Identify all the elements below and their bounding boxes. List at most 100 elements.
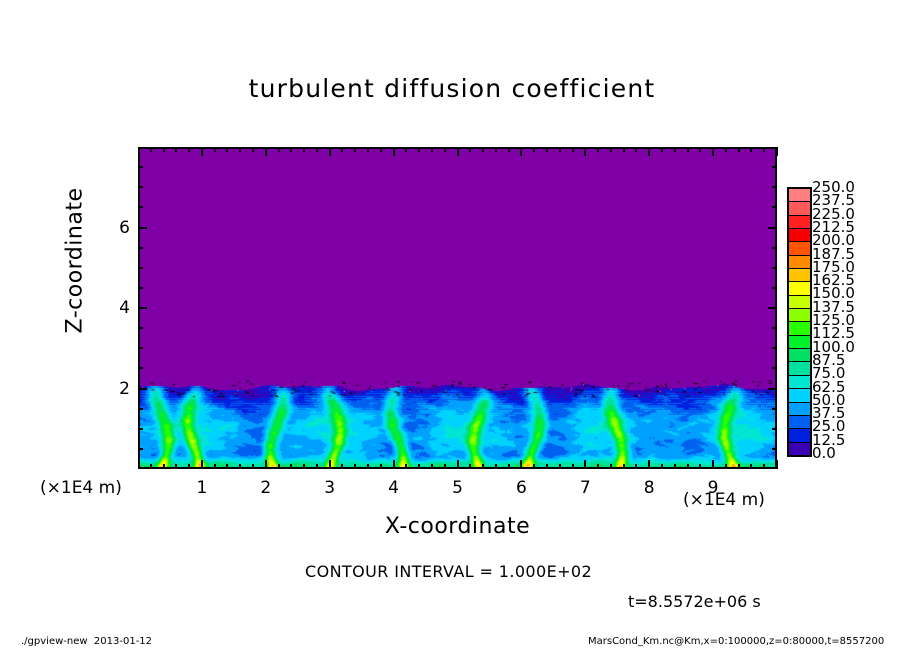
- x-axis-tick-top: [559, 147, 561, 152]
- x-axis-tick: [214, 464, 216, 469]
- colorbar-band: [789, 189, 810, 202]
- x-axis-tick-top: [457, 147, 459, 156]
- x-axis-tick: [201, 460, 203, 469]
- x-axis-tick-top: [520, 147, 522, 156]
- x-axis-tick-top: [354, 147, 356, 152]
- y-axis-tick-right: [772, 428, 777, 430]
- colorbar-band: [789, 443, 810, 455]
- x-axis-tick-top: [316, 147, 318, 152]
- x-axis-tick: [341, 464, 343, 469]
- x-axis-tick: [699, 464, 701, 469]
- x-axis-tick-label: 3: [310, 478, 350, 498]
- x-axis-tick: [290, 464, 292, 469]
- x-axis-tick: [508, 464, 510, 469]
- contour-interval-label: CONTOUR INTERVAL = 1.000E+02: [305, 562, 592, 581]
- y-axis-tick-right: [772, 367, 777, 369]
- x-axis-tick-top: [265, 147, 267, 156]
- x-axis-tick-label: 5: [438, 478, 478, 498]
- x-axis-tick-top: [290, 147, 292, 152]
- x-axis-tick-top: [201, 147, 203, 156]
- x-axis-tick: [303, 464, 305, 469]
- x-axis-tick-top: [418, 147, 420, 152]
- y-axis-tick-right: [768, 227, 777, 229]
- x-axis-tick: [635, 464, 637, 469]
- x-axis-tick: [520, 460, 522, 469]
- y-axis-tick-right: [772, 327, 777, 329]
- x-axis-tick-top: [623, 147, 625, 152]
- x-axis-tick-label: 6: [501, 478, 541, 498]
- x-axis-tick: [623, 464, 625, 469]
- y-axis-tick-right: [772, 247, 777, 249]
- x-axis-tick: [546, 464, 548, 469]
- x-axis-tick-top: [329, 147, 331, 156]
- y-axis-tick: [138, 186, 143, 188]
- x-axis-tick: [776, 460, 778, 469]
- colorbar-band: [789, 309, 810, 322]
- y-axis-title: Z-coordinate: [63, 161, 88, 361]
- x-axis-tick: [239, 464, 241, 469]
- y-axis-tick-label: 2: [90, 379, 130, 399]
- colorbar-band: [789, 349, 810, 362]
- x-axis-tick: [661, 464, 663, 469]
- y-axis-tick: [138, 448, 143, 450]
- colorbar-band: [789, 376, 810, 389]
- y-axis-tick-right: [772, 186, 777, 188]
- x-axis-tick-label: 1: [182, 478, 222, 498]
- x-axis-tick: [405, 464, 407, 469]
- y-axis-tick-right: [772, 166, 777, 168]
- colorbar-band: [789, 403, 810, 416]
- x-axis-tick: [431, 464, 433, 469]
- y-axis-tick: [138, 408, 143, 410]
- x-axis-tick: [597, 464, 599, 469]
- x-axis-title: X-coordinate: [138, 514, 777, 539]
- plot-area: [138, 147, 777, 469]
- x-axis-tick-top: [303, 147, 305, 152]
- y-axis-tick-right: [772, 267, 777, 269]
- time-stamp-label: t=8.5572e+06 s: [628, 592, 761, 611]
- x-axis-tick-top: [699, 147, 701, 152]
- x-axis-tick: [712, 460, 714, 469]
- colorbar-band: [789, 282, 810, 295]
- x-axis-tick-top: [175, 147, 177, 152]
- x-axis-tick-top: [239, 147, 241, 152]
- y-axis-tick: [138, 327, 143, 329]
- colorbar-band: [789, 269, 810, 282]
- x-axis-tick: [572, 464, 574, 469]
- x-axis-tick: [150, 464, 152, 469]
- x-axis-tick-top: [495, 147, 497, 152]
- y-axis-tick: [138, 247, 143, 249]
- x-axis-tick-top: [163, 147, 165, 152]
- x-axis-tick-top: [278, 147, 280, 152]
- y-axis-tick-right: [772, 347, 777, 349]
- y-axis-tick-right: [772, 448, 777, 450]
- x-axis-tick-top: [776, 147, 778, 156]
- x-axis-tick: [725, 464, 727, 469]
- y-axis-tick: [138, 206, 143, 208]
- x-axis-tick-top: [610, 147, 612, 152]
- x-axis-tick: [354, 464, 356, 469]
- x-axis-tick-top: [226, 147, 228, 152]
- x-axis-tick-top: [341, 147, 343, 152]
- x-axis-tick-top: [214, 147, 216, 152]
- x-axis-tick: [188, 464, 190, 469]
- x-axis-tick-top: [252, 147, 254, 152]
- x-axis-tick: [763, 464, 765, 469]
- x-axis-tick: [610, 464, 612, 469]
- y-axis-tick-right: [768, 307, 777, 309]
- x-axis-tick-top: [763, 147, 765, 152]
- figure-canvas: turbulent diffusion coefficient 12345678…: [0, 0, 904, 654]
- x-axis-tick: [482, 464, 484, 469]
- x-axis-tick: [329, 460, 331, 469]
- x-axis-tick: [316, 464, 318, 469]
- x-axis-tick: [265, 460, 267, 469]
- x-axis-tick-top: [712, 147, 714, 156]
- y-axis-tick: [138, 307, 147, 309]
- colorbar-band: [789, 296, 810, 309]
- footer-source-label: MarsCond_Km.nc@Km,x=0:100000,z=0:80000,t…: [588, 636, 884, 647]
- x-axis-tick-label: 8: [629, 478, 669, 498]
- x-axis-tick: [648, 460, 650, 469]
- x-axis-tick-top: [533, 147, 535, 152]
- x-axis-tick-top: [393, 147, 395, 156]
- y-axis-tick: [138, 227, 147, 229]
- colorbar-band: [789, 389, 810, 402]
